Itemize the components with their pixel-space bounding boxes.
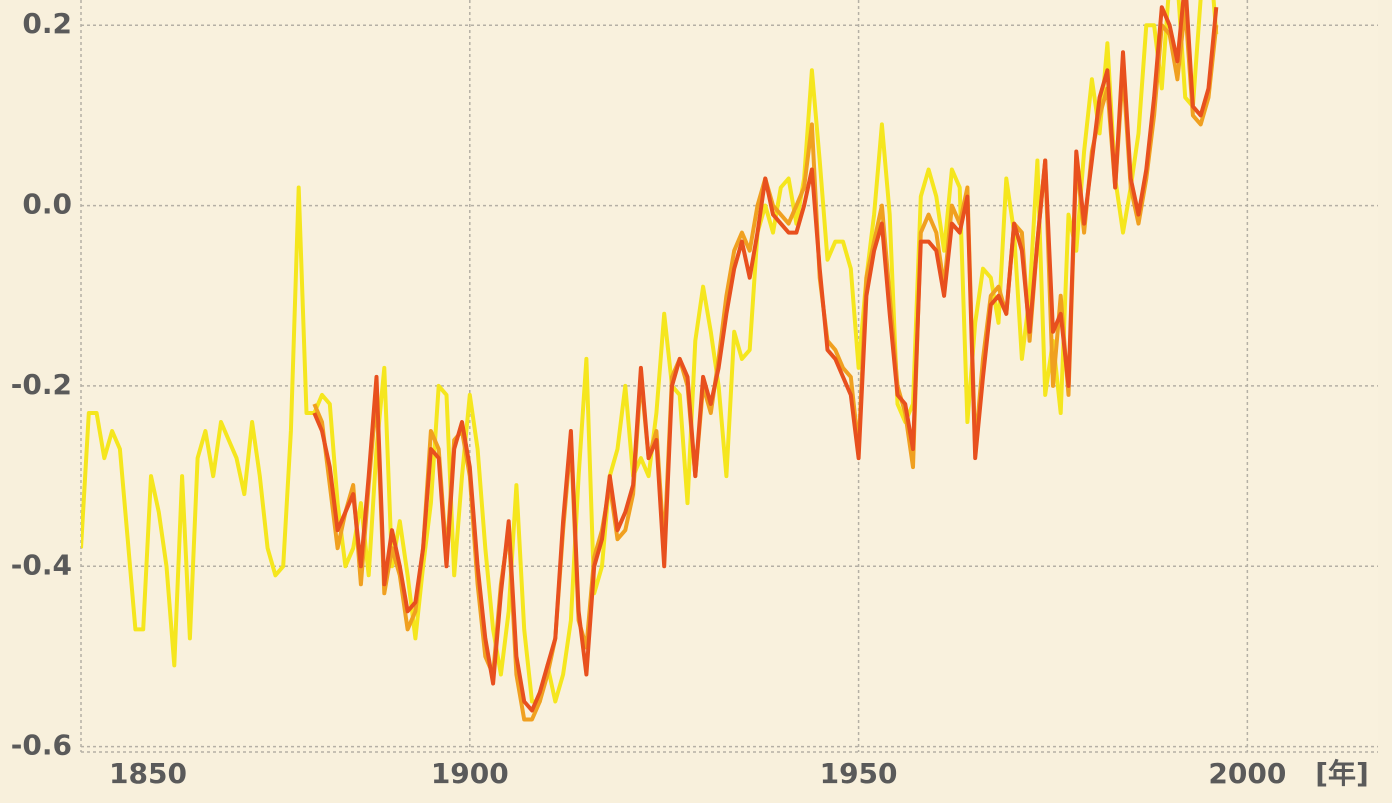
- y-tick-label: 0.2: [22, 7, 72, 40]
- y-tick-label: -0.4: [11, 548, 72, 581]
- x-tick-label: 2000: [1208, 757, 1286, 790]
- y-tick-label: 0.0: [22, 188, 72, 221]
- x-tick-label: 1850: [109, 757, 187, 790]
- plot-area: [81, 0, 1378, 752]
- y-tick-label: -0.2: [11, 368, 72, 401]
- lines: [81, 0, 1219, 722]
- x-tick-label: 1950: [820, 757, 898, 790]
- x-axis-label: [年]: [1315, 757, 1369, 790]
- series-line: [312, 0, 1219, 713]
- x-tick-label: 1900: [431, 757, 509, 790]
- y-tick-label: -0.6: [11, 729, 72, 762]
